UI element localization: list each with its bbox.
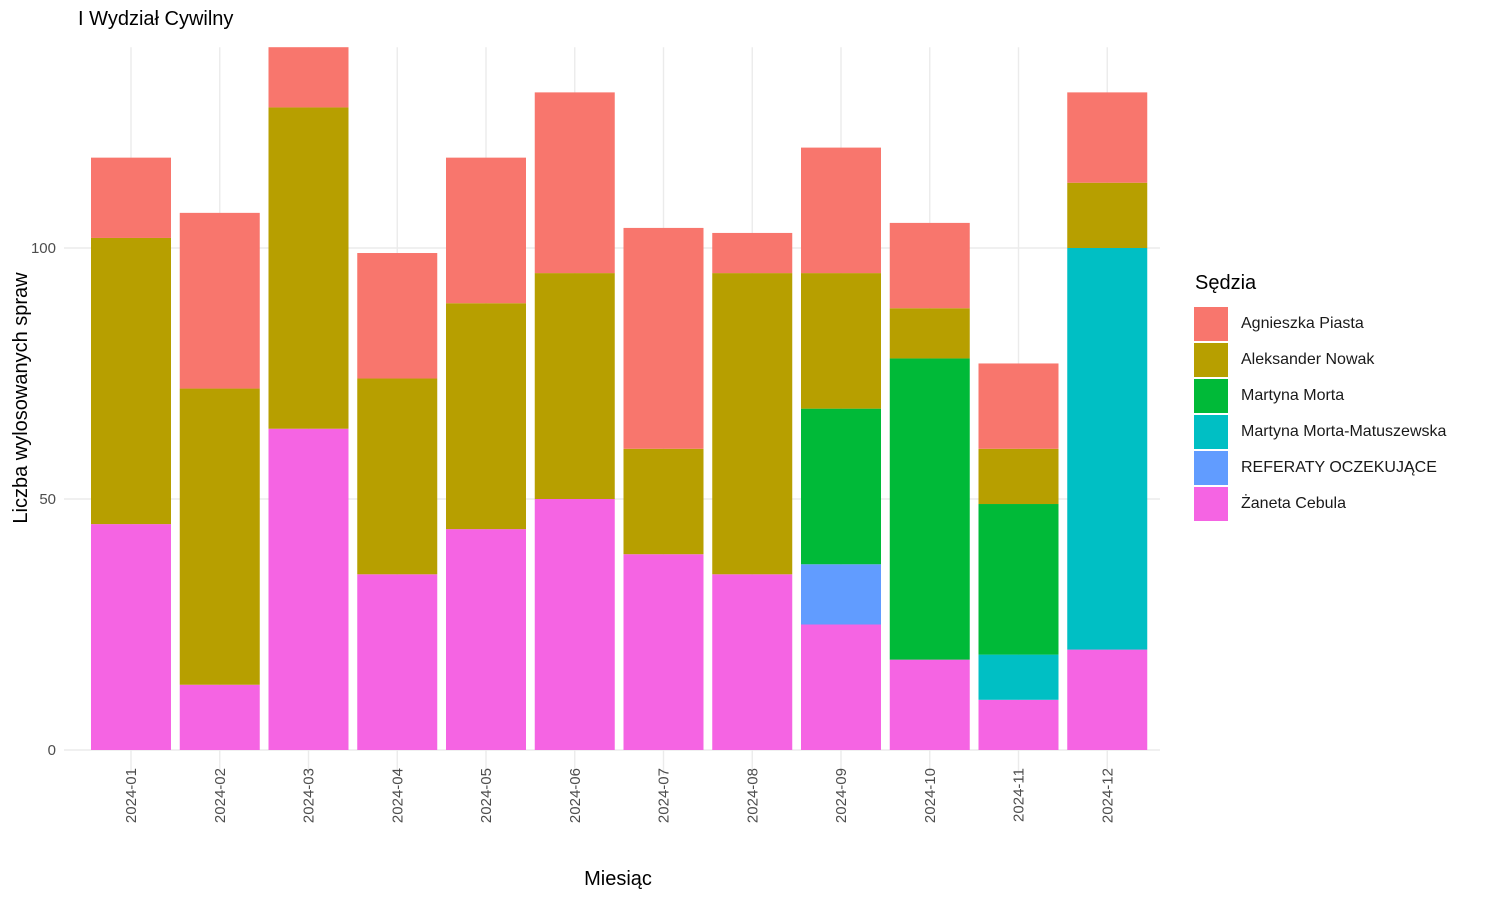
x-tick-label: 2024-01 — [123, 768, 140, 823]
bar-segment — [623, 227, 704, 449]
x-axis-title: Miesiąc — [584, 868, 652, 890]
x-tick-label: 2024-11 — [1011, 768, 1028, 822]
bar-segment — [1067, 92, 1148, 183]
bar-segment — [1067, 248, 1148, 650]
x-tick-label: 2024-06 — [567, 768, 584, 823]
x-tick-label: 2024-12 — [1099, 768, 1116, 823]
legend-item: Agnieszka Piasta — [1194, 306, 1446, 342]
bar-segment — [889, 659, 970, 750]
bars — [91, 47, 1148, 750]
bar-segment — [534, 92, 615, 274]
bar-segment — [978, 363, 1059, 449]
bar-segment — [712, 574, 793, 750]
bar-segment — [446, 303, 526, 530]
bar-segment — [91, 157, 171, 238]
legend-item: Martyna Morta — [1194, 378, 1446, 414]
bar-segment — [91, 237, 171, 525]
legend-label: Agnieszka Piasta — [1241, 315, 1364, 332]
legend-label: REFERATY OCZEKUJĄCE — [1241, 459, 1437, 476]
bar-segment — [978, 699, 1059, 750]
y-tick-label: 0 — [48, 742, 56, 759]
x-tick-label: 2024-05 — [478, 768, 495, 823]
bar-segment — [534, 273, 615, 499]
bar-segment — [179, 212, 260, 389]
bar-segment — [978, 654, 1059, 700]
bar-segment — [623, 448, 704, 555]
legend-label: Martyna Morta — [1241, 387, 1345, 404]
bar-segment — [889, 222, 970, 309]
bar-segment — [357, 253, 438, 379]
legend-items: Agnieszka Piasta Aleksander Nowak Martyna … — [1194, 306, 1446, 522]
x-axis-ticks: 2024-01 2024-02 2024-03 2024-04 2024-05 2024-… — [123, 768, 1116, 823]
bar-segment — [357, 574, 438, 750]
bar-segment — [801, 147, 881, 274]
bar-segment — [1067, 649, 1148, 750]
legend-item: Aleksander Nowak — [1194, 342, 1446, 378]
legend-label: Aleksander Nowak — [1241, 351, 1375, 368]
bar-segment — [179, 388, 260, 685]
legend-item: Martyna Morta-Matuszewska — [1194, 414, 1446, 450]
legend-item: REFERATY OCZEKUJĄCE — [1194, 450, 1446, 486]
legend-key — [1194, 487, 1228, 521]
y-tick-label: 100 — [31, 240, 56, 257]
bar-segment — [889, 358, 970, 660]
x-tick-label: 2024-09 — [833, 768, 850, 823]
bar-segment — [712, 273, 793, 575]
bar-segment — [268, 428, 349, 750]
bar-segment — [712, 232, 793, 274]
legend-label: Martyna Morta-Matuszewska — [1241, 423, 1447, 440]
bar-segment — [978, 448, 1059, 505]
bar-segment — [179, 684, 260, 750]
legend-title: Sędzia — [1195, 272, 1257, 294]
bar-segment — [534, 499, 615, 750]
bar-segment — [801, 273, 881, 409]
bar-segment — [357, 378, 438, 575]
legend-key — [1194, 415, 1228, 449]
bar-segment — [268, 107, 349, 429]
bar-segment — [978, 504, 1059, 655]
bar-segment — [268, 47, 349, 108]
bar-segment — [801, 564, 881, 625]
bar-segment — [801, 408, 881, 565]
y-tick-label: 50 — [39, 491, 56, 508]
x-tick-label: 2024-08 — [744, 768, 761, 823]
legend-label: Żaneta Cebula — [1241, 495, 1346, 512]
x-tick-label: 2024-10 — [922, 768, 939, 823]
x-tick-label: 2024-04 — [389, 768, 406, 823]
legend-key — [1194, 379, 1228, 413]
bar-segment — [446, 529, 526, 750]
legend-key — [1194, 307, 1228, 341]
legend-item: Żaneta Cebula — [1194, 486, 1446, 522]
bar-segment — [801, 624, 881, 750]
bar-segment — [1067, 182, 1148, 248]
x-tick-label: 2024-03 — [301, 768, 318, 823]
bar-segment — [446, 157, 526, 304]
y-axis-title: Liczba wylosowanych spraw — [10, 272, 32, 524]
bar-segment — [889, 308, 970, 359]
legend-key — [1194, 451, 1228, 485]
bar-segment — [623, 554, 704, 750]
chart-title: I Wydział Cywilny — [78, 8, 234, 30]
y-axis-ticks: 0 50 100 — [31, 240, 56, 759]
bar-segment — [91, 524, 171, 750]
x-tick-label: 2024-02 — [212, 768, 229, 823]
x-tick-label: 2024-07 — [656, 768, 673, 823]
legend: Sędzia Agnieszka Piasta Aleksander Nowak M… — [1194, 272, 1446, 522]
legend-key — [1194, 343, 1228, 377]
